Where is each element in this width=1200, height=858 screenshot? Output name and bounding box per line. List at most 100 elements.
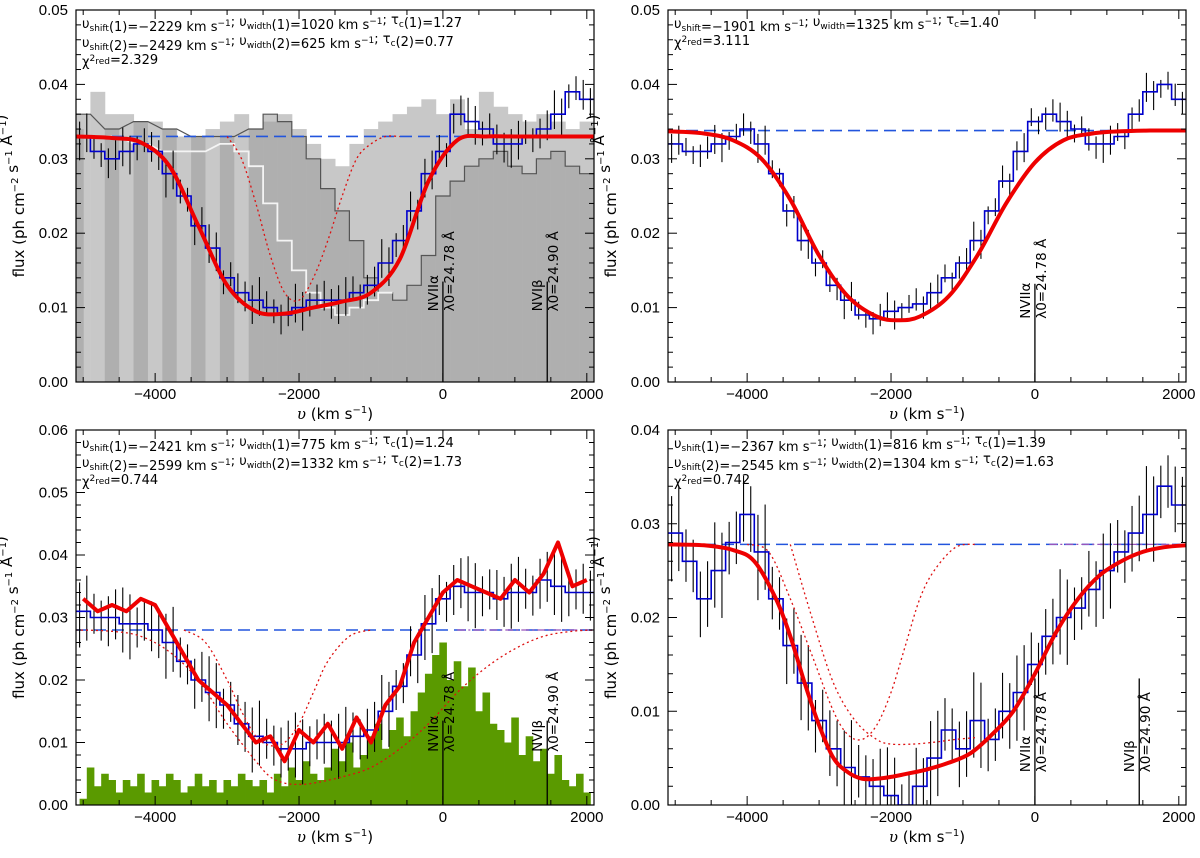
line-label-name: NVIIα bbox=[426, 716, 442, 752]
y-tick-label: 0.03 bbox=[631, 516, 660, 533]
green-bar bbox=[388, 730, 397, 805]
green-bar bbox=[424, 673, 433, 805]
green-bar bbox=[108, 780, 116, 805]
x-tick-label: −4000 bbox=[726, 386, 768, 403]
dark-gray-bar bbox=[507, 166, 523, 382]
green-bar bbox=[158, 786, 167, 805]
x-tick-label: −2000 bbox=[278, 386, 320, 403]
green-bar bbox=[511, 717, 519, 805]
dark-gray-bar bbox=[493, 151, 508, 382]
dark-gray-bar bbox=[277, 121, 292, 382]
green-bar bbox=[374, 723, 383, 805]
dark-gray-bar bbox=[565, 166, 580, 382]
line-label-wavelength: λ0=24.78 Å bbox=[441, 230, 458, 311]
dark-gray-bar bbox=[522, 173, 537, 382]
green-bar bbox=[223, 780, 232, 805]
x-tick-label: −4000 bbox=[134, 386, 176, 403]
dark-gray-bar bbox=[76, 114, 91, 382]
green-bar bbox=[568, 786, 577, 805]
fit-annotation: υshift(1)=−2229 km s−1; υwidth(1)=1020 k… bbox=[82, 13, 462, 35]
model-fit-line bbox=[668, 128, 1186, 323]
x-tick-label: 0 bbox=[1031, 386, 1039, 403]
green-bar bbox=[201, 786, 210, 805]
green-bar bbox=[345, 742, 354, 805]
green-bar bbox=[86, 767, 95, 805]
fit-annotation: χ2red=0.742 bbox=[674, 473, 750, 490]
x-tick-label: 2000 bbox=[1162, 386, 1195, 403]
plot-frame bbox=[667, 9, 1187, 383]
green-bar bbox=[496, 730, 505, 805]
green-bar bbox=[460, 686, 469, 805]
green-bar bbox=[180, 792, 188, 805]
plot-area bbox=[668, 71, 1186, 382]
green-bar bbox=[194, 773, 203, 805]
fit-annotation: υshift=−1901 km s−1; υwidth=1325 km s−1;… bbox=[674, 13, 999, 35]
model-fit-line bbox=[76, 133, 594, 317]
y-tick-label: 0.01 bbox=[631, 703, 660, 720]
white-step-line bbox=[76, 135, 393, 316]
x-tick-label: −2000 bbox=[278, 809, 320, 826]
fit-annotation: υshift(2)=−2599 km s−1; υwidth(2)=1332 k… bbox=[82, 452, 462, 474]
green-bar bbox=[475, 711, 483, 805]
green-bar bbox=[518, 755, 527, 805]
green-bar bbox=[576, 773, 584, 805]
component2-dotted-line bbox=[789, 544, 978, 746]
dark-gray-bar bbox=[349, 240, 364, 382]
x-tick-label: 2000 bbox=[1162, 809, 1195, 826]
line-label-name: NVIIα bbox=[426, 275, 442, 311]
x-tick-label: 2000 bbox=[570, 386, 603, 403]
dark-gray-bar bbox=[219, 136, 235, 382]
dark-gray-bar bbox=[191, 136, 206, 382]
green-bar bbox=[259, 780, 268, 805]
green-bar bbox=[367, 736, 375, 805]
dark-gray-bar bbox=[291, 136, 307, 382]
green-bar bbox=[446, 680, 455, 805]
fit-annotation: υshift(1)=−2421 km s−1; υwidth(1)=775 km… bbox=[82, 433, 454, 455]
line-label-wavelength: λ0=24.90 Å bbox=[1137, 691, 1154, 772]
green-bar bbox=[252, 786, 260, 805]
y-tick-label: 0.05 bbox=[39, 485, 68, 502]
green-bar bbox=[352, 767, 361, 805]
y-axis-title: flux (ph cm−2 s−1 Å−1) bbox=[584, 115, 620, 278]
dark-gray-bar bbox=[464, 166, 479, 382]
dark-gray-bar bbox=[133, 121, 148, 382]
green-bar bbox=[281, 786, 289, 805]
dark-gray-bar bbox=[378, 292, 393, 382]
green-bar bbox=[453, 661, 462, 805]
fit-annotation: υshift(2)=−2429 km s−1; υwidth(2)=625 km… bbox=[82, 32, 454, 54]
dark-gray-bar bbox=[320, 188, 335, 382]
green-bar bbox=[324, 767, 332, 805]
fit-annotation: χ2red=2.329 bbox=[82, 53, 158, 70]
green-bar bbox=[216, 792, 224, 805]
y-tick-label: 0.02 bbox=[631, 610, 660, 627]
green-bar bbox=[403, 736, 411, 805]
line-label-name: NVIβ bbox=[530, 720, 546, 752]
fit-annotation: υshift(1)=−2367 km s−1; υwidth(1)=816 km… bbox=[674, 433, 1046, 455]
green-bar bbox=[288, 767, 296, 805]
dark-gray-bar bbox=[406, 285, 422, 382]
green-bar bbox=[360, 755, 368, 805]
x-tick-label: 0 bbox=[439, 386, 447, 403]
dark-gray-bar bbox=[335, 210, 350, 382]
y-tick-label: 0.02 bbox=[39, 225, 68, 242]
plot-area bbox=[76, 76, 594, 382]
fit-annotation: χ2red=0.744 bbox=[82, 473, 158, 490]
dark-gray-bar bbox=[306, 158, 321, 382]
green-bar bbox=[525, 736, 534, 805]
y-tick-label: 0.01 bbox=[39, 300, 68, 317]
line-label-wavelength: λ0=24.90 Å bbox=[545, 671, 562, 752]
y-tick-label: 0.00 bbox=[39, 374, 68, 391]
green-bar bbox=[237, 773, 246, 805]
dark-gray-bar bbox=[478, 158, 494, 382]
green-bar bbox=[561, 780, 570, 805]
line-label-name: NVIβ bbox=[530, 279, 546, 311]
dark-gray-bar bbox=[550, 151, 566, 382]
y-tick-label: 0.04 bbox=[39, 76, 68, 93]
x-tick-label: 0 bbox=[1031, 809, 1039, 826]
x-tick-label: −4000 bbox=[726, 809, 768, 826]
y-tick-label: 0.00 bbox=[631, 797, 660, 814]
y-tick-label: 0.04 bbox=[631, 422, 660, 439]
y-axis-title: flux (ph cm−2 s−1 Å−1) bbox=[0, 536, 28, 699]
green-bar bbox=[209, 780, 217, 805]
